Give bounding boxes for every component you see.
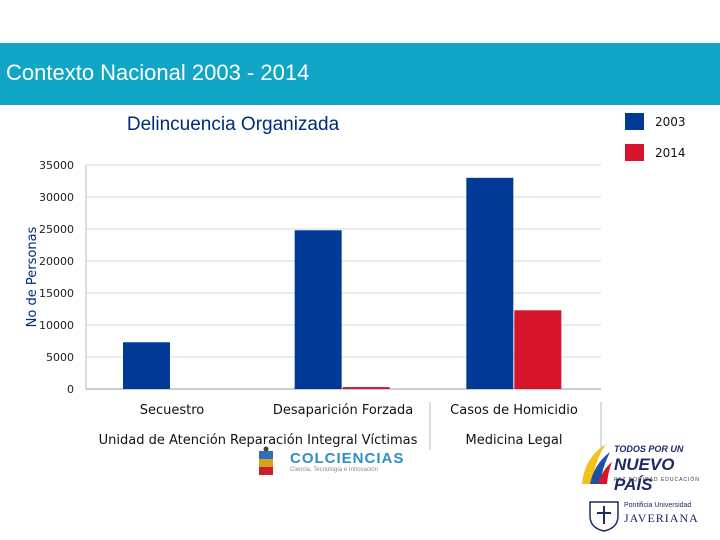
y-tick-label: 20000: [39, 255, 74, 268]
nuevo-pais-line2: NUEVO PAÍS: [614, 455, 675, 494]
x-category-label: Casos de Homicidio: [450, 403, 578, 418]
javeriana-line2: JAVERIANA: [624, 511, 699, 525]
colciencias-brand: COLCIENCIAS: [290, 450, 405, 467]
y-tick-label: 5000: [46, 351, 74, 364]
bar-2003-2: [294, 230, 342, 389]
legend-label-2003: 2003: [655, 115, 686, 129]
y-tick-label: 25000: [39, 223, 74, 236]
legend-swatch-2003: [625, 113, 644, 130]
chart-title: Delincuencia Organizada: [127, 114, 340, 135]
nuevo-pais-line1: TODOS POR UN: [614, 444, 684, 454]
nuevo-pais-line3: PAZ EQUIDAD EDUCACIÓN: [614, 477, 700, 483]
colciencias-tagline: Ciencia, Tecnología e Innovación: [290, 467, 378, 473]
javeriana-logo: Pontificia Universidad JAVERIANA: [586, 496, 706, 532]
nuevo-pais-logo: TODOS POR UN NUEVO PAÍS PAZ EQUIDAD EDUC…: [576, 440, 716, 494]
legend-label-2014: 2014: [655, 146, 686, 160]
flag-swoosh-icon: [582, 444, 612, 484]
colciencias-logo: COLCIENCIAS Ciencia, Tecnología e Innova…: [244, 446, 403, 480]
page-title: Contexto Nacional 2003 - 2014: [6, 60, 310, 85]
y-tick-label: 30000: [39, 191, 74, 204]
title-band: [0, 43, 720, 105]
y-tick-label: 15000: [39, 287, 74, 300]
source-label: Unidad de Atención Reparación Integral V…: [99, 433, 418, 448]
javeriana-line1: Pontificia Universidad: [624, 502, 692, 509]
x-category-label: Desaparición Forzada: [273, 403, 413, 418]
bar-2014-3: [514, 310, 562, 389]
bar-2003-1: [123, 342, 170, 389]
source-label: Medicina Legal: [465, 433, 562, 448]
colombia-coat-of-arms-icon: [259, 446, 273, 475]
javeriana-crest-icon: [589, 501, 619, 532]
y-tick-label: 35000: [39, 159, 74, 172]
y-axis-label: No de Personas: [25, 226, 40, 327]
x-category-label: Secuestro: [140, 403, 205, 418]
bar-2014-2: [342, 387, 390, 389]
legend-swatch-2014: [625, 144, 644, 161]
y-tick-label: 0: [67, 383, 74, 396]
y-tick-label: 10000: [39, 319, 74, 332]
bar-2003-3: [466, 177, 514, 389]
